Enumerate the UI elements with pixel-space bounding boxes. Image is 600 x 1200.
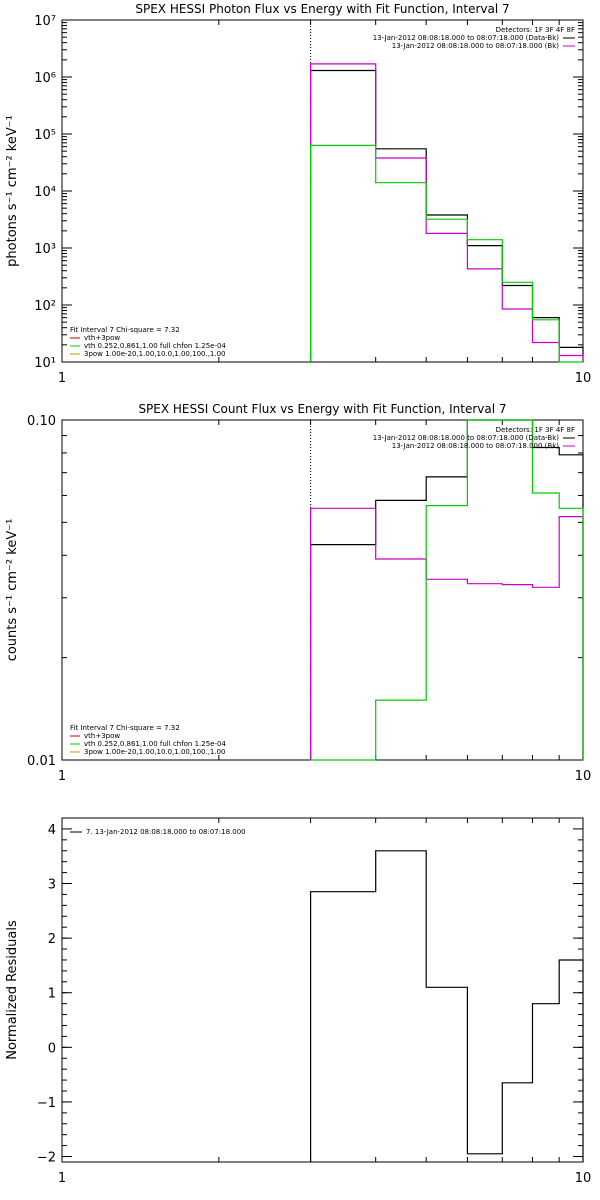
y-tick-label: 0	[48, 1041, 56, 1056]
legend-entry: 13-Jan-2012 08:08:18.000 to 08:07:18.000…	[392, 42, 560, 50]
y-tick-label: 10¹	[34, 356, 56, 371]
y-tick-label: 0.01	[27, 754, 56, 769]
series-line-1	[310, 850, 584, 1162]
x-tick-label: 10	[575, 371, 592, 386]
legend-header: Detectors: 1F 3F 4F 8F	[496, 426, 575, 434]
y-tick-label: 10⁷	[34, 14, 56, 29]
y-tick-label: 2	[48, 932, 56, 947]
series-line-3	[310, 419, 584, 761]
y-tick-label: 10³	[34, 242, 56, 257]
legend-entry: vth+3pow	[84, 732, 120, 740]
legend-entry: vth+3pow	[84, 334, 120, 342]
chart-panel-1: 1 10 10¹ 10² 10³ 10⁴ 10⁵ 10⁶ 10⁷ SPEX HESSI Photo…	[5, 2, 591, 386]
legend-entry: vth 0.252,0.861,1.00 full chfon 1.25e-04	[84, 740, 226, 748]
y-tick-label: 10⁶	[34, 71, 56, 86]
chart-panel-2: 1 10 0.01 0.10 SPEX HESSI Count Flux vs Ener…	[5, 402, 591, 784]
series-line-3	[310, 144, 583, 363]
series-line-1	[310, 69, 584, 362]
legend-entry: vth 0.252,0.861,1.00 full chfon 1.25e-04	[84, 342, 226, 350]
series-line-2	[310, 507, 584, 760]
y-tick-label: 3	[48, 878, 56, 893]
legend-entry: 13-Jan-2012 08:08:18.000 to 08:07:18.000…	[392, 442, 560, 450]
y-tick-label: 10⁴	[34, 185, 56, 200]
y-tick-label: 1	[48, 987, 56, 1002]
y-tick-label: 10²	[34, 299, 56, 314]
y-tick-label: 10⁵	[34, 128, 56, 143]
y-tick-label: −1	[37, 1096, 56, 1111]
y-tick-label: 4	[48, 823, 56, 838]
legend-header: Fit Interval 7 Chi-square = 7.32	[70, 724, 180, 732]
y-axis-label: Normalized Residuals	[5, 920, 20, 1060]
legend-header: Fit Interval 7 Chi-square = 7.32	[70, 326, 180, 334]
legend-entry: 3pow 1.00e-20,1.00,10.0,1.00,100.,1.00	[84, 350, 226, 358]
x-tick-label: 10	[575, 769, 592, 784]
series-line-1	[310, 419, 584, 760]
legend-entry: 7. 13-Jan-2012 08:08:18.000 to 08:07:18.…	[86, 828, 246, 836]
y-axis-label: counts s⁻¹ cm⁻² keV⁻¹	[5, 519, 20, 662]
legend-header: Detectors: 1F 3F 4F 8F	[496, 26, 575, 34]
x-tick-label: 10	[575, 1171, 592, 1186]
plot-frame	[61, 19, 584, 363]
plot-frame	[61, 419, 584, 761]
chart-title: SPEX HESSI Count Flux vs Energy with Fit…	[138, 402, 506, 416]
y-tick-label: 0.10	[27, 414, 56, 429]
x-tick-label: 1	[58, 1171, 66, 1186]
legend-entry: 3pow 1.00e-20,1.00,10.0,1.00,100.,1.00	[84, 748, 226, 756]
x-tick-label: 1	[58, 371, 66, 386]
chart-panel-3: 1 10 −2 −1 0 1 2 3 4 Normalized Residuals 7. 13-Ja…	[5, 817, 592, 1186]
legend-entry: 13-Jan-2012 08:08:18.000 to 08:07:18.000…	[373, 34, 560, 42]
plot-frame	[61, 817, 584, 1163]
y-axis-label: photons s⁻¹ cm⁻² keV⁻¹	[5, 115, 20, 267]
legend-entry: 13-Jan-2012 08:08:18.000 to 08:07:18.000…	[373, 434, 560, 442]
y-tick-label: −2	[37, 1151, 56, 1166]
x-tick-label: 1	[58, 769, 66, 784]
chart-title: SPEX HESSI Photon Flux vs Energy with Fi…	[135, 2, 509, 16]
